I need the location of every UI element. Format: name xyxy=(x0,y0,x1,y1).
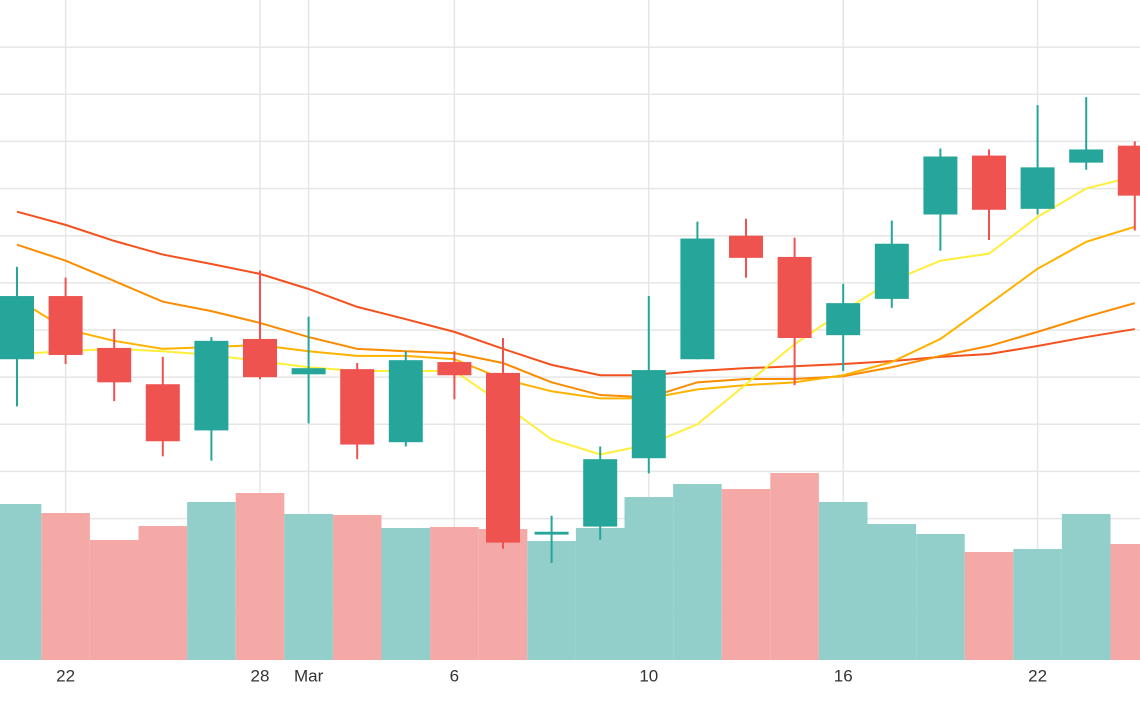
candle-body xyxy=(923,156,958,215)
candle-body xyxy=(194,340,229,431)
candle-body xyxy=(1069,149,1104,163)
volume-bar xyxy=(867,524,917,660)
candle-body xyxy=(1020,167,1055,209)
volume-bar xyxy=(138,526,188,660)
moving-averages xyxy=(16,175,1136,456)
x-tick-label: 28 xyxy=(251,666,270,685)
volume-bar xyxy=(1110,544,1140,660)
x-tick-label: 6 xyxy=(450,666,459,685)
candle-body xyxy=(486,372,520,543)
volume-bar xyxy=(575,528,625,660)
candle-body xyxy=(777,256,812,339)
candle-body xyxy=(874,243,909,299)
volume-bar xyxy=(916,534,965,660)
candles xyxy=(0,97,1140,563)
moving-average-line xyxy=(16,210,1135,377)
volume-bar xyxy=(673,484,722,660)
x-tick-label: Mar xyxy=(294,666,324,685)
volume-bar xyxy=(0,504,42,660)
volume-bar xyxy=(1013,549,1062,660)
candle-body xyxy=(291,368,326,375)
x-tick-label: 16 xyxy=(834,666,853,685)
volume-bar xyxy=(235,493,285,660)
volume-bar xyxy=(284,514,333,660)
moving-average-line xyxy=(16,175,1136,456)
candle-body xyxy=(972,155,1006,210)
candle-body xyxy=(583,459,618,527)
volume-bar xyxy=(770,473,819,660)
candle-body xyxy=(631,370,666,459)
volume-bar xyxy=(1061,514,1111,660)
x-tick-label: 10 xyxy=(639,666,658,685)
x-axis-labels: 22 28 Mar 6 10 16 22 xyxy=(56,666,1047,685)
volume-bar xyxy=(818,502,868,660)
candle-body xyxy=(729,235,763,258)
volume-bar xyxy=(332,515,382,660)
x-tick-label: 22 xyxy=(1028,666,1047,685)
volume-bar xyxy=(721,489,771,660)
moving-average-line xyxy=(16,243,1136,399)
volume-bar xyxy=(41,513,90,660)
volume-bars xyxy=(0,473,1140,660)
candle-body xyxy=(48,296,83,355)
volume-bar xyxy=(430,527,479,660)
candle-body xyxy=(0,296,34,360)
volume-bar xyxy=(381,528,431,660)
candle-body xyxy=(145,384,180,442)
candle-body xyxy=(1117,145,1140,196)
volume-bar xyxy=(478,529,528,660)
moving-average-line xyxy=(16,225,1136,400)
x-tick-label: 22 xyxy=(56,666,75,685)
volume-bar xyxy=(964,552,1014,660)
candle-body xyxy=(340,369,375,445)
candle-body xyxy=(826,303,861,336)
volume-bar xyxy=(187,502,236,660)
volume-bar xyxy=(89,540,139,660)
candle-body xyxy=(437,362,472,376)
candle-body xyxy=(680,238,715,360)
candle-body xyxy=(243,338,277,378)
candle-body xyxy=(388,360,423,443)
candle-body xyxy=(534,531,569,535)
candle-body xyxy=(97,347,132,383)
volume-bar xyxy=(624,497,674,660)
